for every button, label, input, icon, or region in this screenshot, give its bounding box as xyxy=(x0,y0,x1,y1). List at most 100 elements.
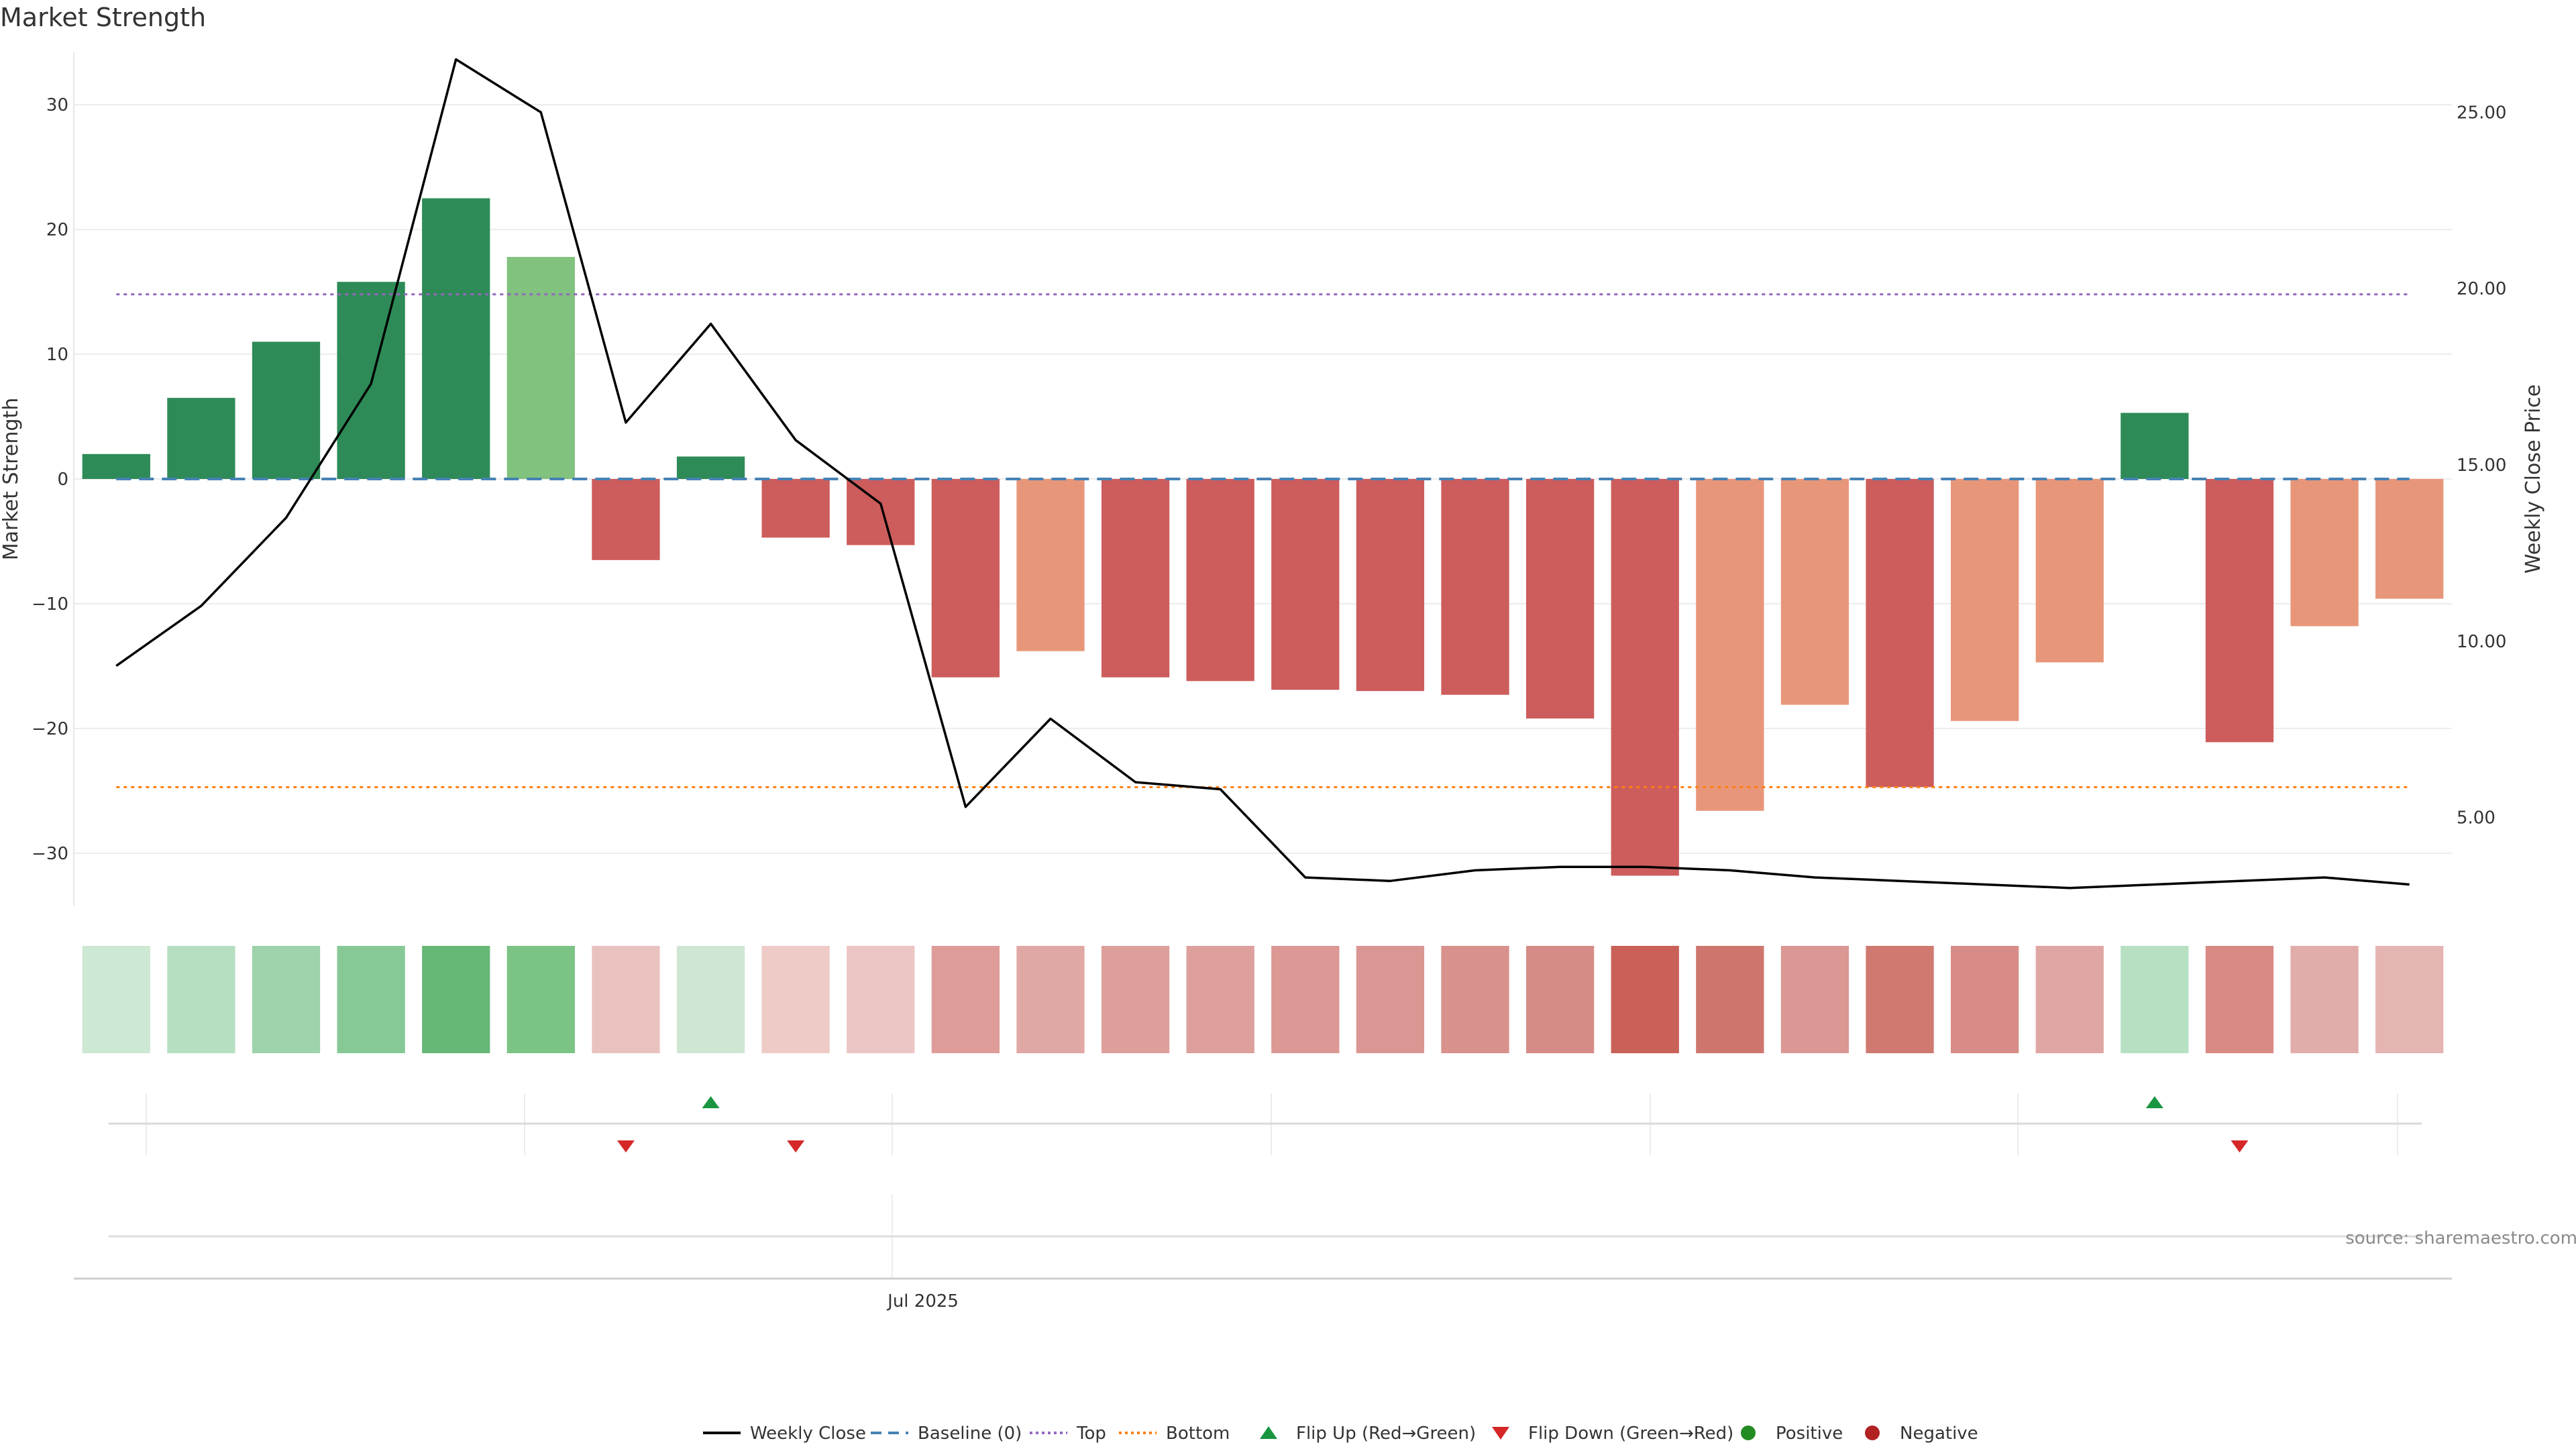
legend-flip-up-swatch xyxy=(1260,1426,1277,1439)
legend-negative-swatch xyxy=(1865,1426,1880,1440)
y-left-tick-label: 10 xyxy=(46,345,68,365)
heat-cell xyxy=(2035,946,2104,1053)
legend-flip-up-label: Flip Up (Red→Green) xyxy=(1296,1424,1476,1444)
heat-cell xyxy=(2121,946,2189,1053)
legend-weekly-close-label: Weekly Close xyxy=(750,1424,866,1444)
legend-negative-label: Negative xyxy=(1900,1424,1978,1444)
heat-cell xyxy=(1951,946,2019,1053)
legend-baseline-label: Baseline (0) xyxy=(918,1424,1022,1444)
strength-bar xyxy=(761,479,830,538)
legend-top[interactable]: Top xyxy=(1030,1424,1106,1444)
heat-cell xyxy=(1611,946,1679,1053)
heat-cell xyxy=(1101,946,1170,1053)
weekly-close-line xyxy=(115,58,2410,890)
legend-baseline[interactable]: Baseline (0) xyxy=(871,1424,1022,1444)
reference-lines xyxy=(116,293,2410,788)
flip-down-marker xyxy=(616,1140,635,1152)
strength-bar xyxy=(592,479,660,560)
strength-bar xyxy=(1441,479,1509,695)
legend-bottom-label: Bottom xyxy=(1166,1424,1230,1444)
legend[interactable]: Weekly Close Baseline (0) Top Bottom Flip Up… xyxy=(703,1424,1978,1444)
strength-bar xyxy=(252,341,321,479)
flip-markers-panel xyxy=(109,1093,2422,1155)
axes: 30 20 10 0 −10 −20 −30 25.00 20.00 15.00 10.00 5.00… xyxy=(0,52,2545,906)
heat-cell xyxy=(1271,946,1340,1053)
heat-cell xyxy=(1780,946,1849,1053)
heat-cell xyxy=(252,946,321,1053)
legend-positive-label: Positive xyxy=(1776,1424,1843,1444)
strength-bar xyxy=(82,453,150,479)
heat-cell xyxy=(422,946,490,1053)
heat-cell xyxy=(1441,946,1509,1053)
strength-bar xyxy=(931,479,1000,678)
strength-heatmap xyxy=(82,946,2444,1053)
y-right-tick-label: 15.00 xyxy=(2457,455,2506,476)
strength-bar xyxy=(1951,479,2019,721)
flip-up-marker xyxy=(2145,1096,2163,1108)
heat-cell xyxy=(506,946,575,1053)
strength-bar xyxy=(1780,479,1849,705)
heat-cell xyxy=(167,946,235,1053)
strength-bar xyxy=(506,256,575,479)
heat-cell xyxy=(1525,946,1595,1053)
lower-panel: Jul 2025 source: sharemaestro.com xyxy=(74,1194,2576,1311)
y-left-axis-title: Market Strength xyxy=(0,398,23,560)
strength-bar xyxy=(1271,479,1340,690)
heat-cell xyxy=(592,946,660,1053)
heat-cell xyxy=(1866,946,1934,1053)
heat-cell xyxy=(847,946,915,1053)
heat-cell xyxy=(1696,946,1764,1053)
y-left-tick-label: −10 xyxy=(32,594,68,614)
y-right-tick-label: 5.00 xyxy=(2457,808,2496,828)
strength-bar xyxy=(1611,479,1679,876)
strength-bar xyxy=(2290,479,2359,627)
legend-weekly-close[interactable]: Weekly Close xyxy=(703,1424,866,1444)
strength-bar xyxy=(2205,479,2274,743)
strength-bar xyxy=(1101,479,1170,678)
heat-cell xyxy=(1356,946,1425,1053)
strength-bar xyxy=(167,398,235,479)
strength-bar xyxy=(1696,479,1764,811)
strength-bar xyxy=(2121,413,2189,479)
legend-top-label: Top xyxy=(1076,1424,1106,1444)
heat-cell xyxy=(1186,946,1254,1053)
strength-bar xyxy=(1525,479,1595,719)
flip-up-marker xyxy=(702,1096,720,1108)
y-right-tick-label: 25.00 xyxy=(2457,103,2506,123)
x-tick-label: Jul 2025 xyxy=(886,1291,959,1311)
heat-cell xyxy=(931,946,1000,1053)
heat-cell xyxy=(2375,946,2444,1053)
source-label: source: sharemaestro.com xyxy=(2345,1228,2576,1248)
strength-bar xyxy=(2375,479,2444,599)
strength-bar xyxy=(1016,479,1085,651)
y-left-tick-label: −20 xyxy=(32,719,68,739)
strength-bar xyxy=(1866,479,1934,788)
heat-cell xyxy=(2205,946,2274,1053)
heat-cell xyxy=(337,946,405,1053)
y-left-tick-label: −30 xyxy=(32,844,68,864)
y-left-tick-label: 20 xyxy=(46,220,68,240)
y-left-tick-label: 0 xyxy=(57,470,68,490)
legend-flip-down-swatch xyxy=(1492,1427,1509,1440)
legend-positive-swatch xyxy=(1741,1426,1756,1440)
legend-flip-up[interactable]: Flip Up (Red→Green) xyxy=(1260,1424,1476,1444)
strength-bar xyxy=(1186,479,1254,682)
legend-bottom[interactable]: Bottom xyxy=(1119,1424,1230,1444)
chart-title: Market Strength xyxy=(0,3,207,32)
y-right-axis-title: Weekly Close Price xyxy=(2522,384,2545,574)
strength-bar xyxy=(422,198,490,479)
weekly-close-series xyxy=(115,58,2410,890)
legend-positive[interactable]: Positive xyxy=(1741,1424,1843,1444)
heat-cell xyxy=(82,946,150,1053)
y-left-tick-label: 30 xyxy=(46,95,68,115)
legend-flip-down-label: Flip Down (Green→Red) xyxy=(1528,1424,1733,1444)
strength-bar xyxy=(2035,479,2104,663)
strength-bar xyxy=(847,479,915,545)
heat-cell xyxy=(761,946,830,1053)
y-right-tick-label: 20.00 xyxy=(2457,279,2506,299)
legend-flip-down[interactable]: Flip Down (Green→Red) xyxy=(1492,1424,1733,1444)
legend-negative[interactable]: Negative xyxy=(1865,1424,1978,1444)
strength-bars xyxy=(82,198,2444,876)
y-right-tick-label: 10.00 xyxy=(2457,632,2506,652)
